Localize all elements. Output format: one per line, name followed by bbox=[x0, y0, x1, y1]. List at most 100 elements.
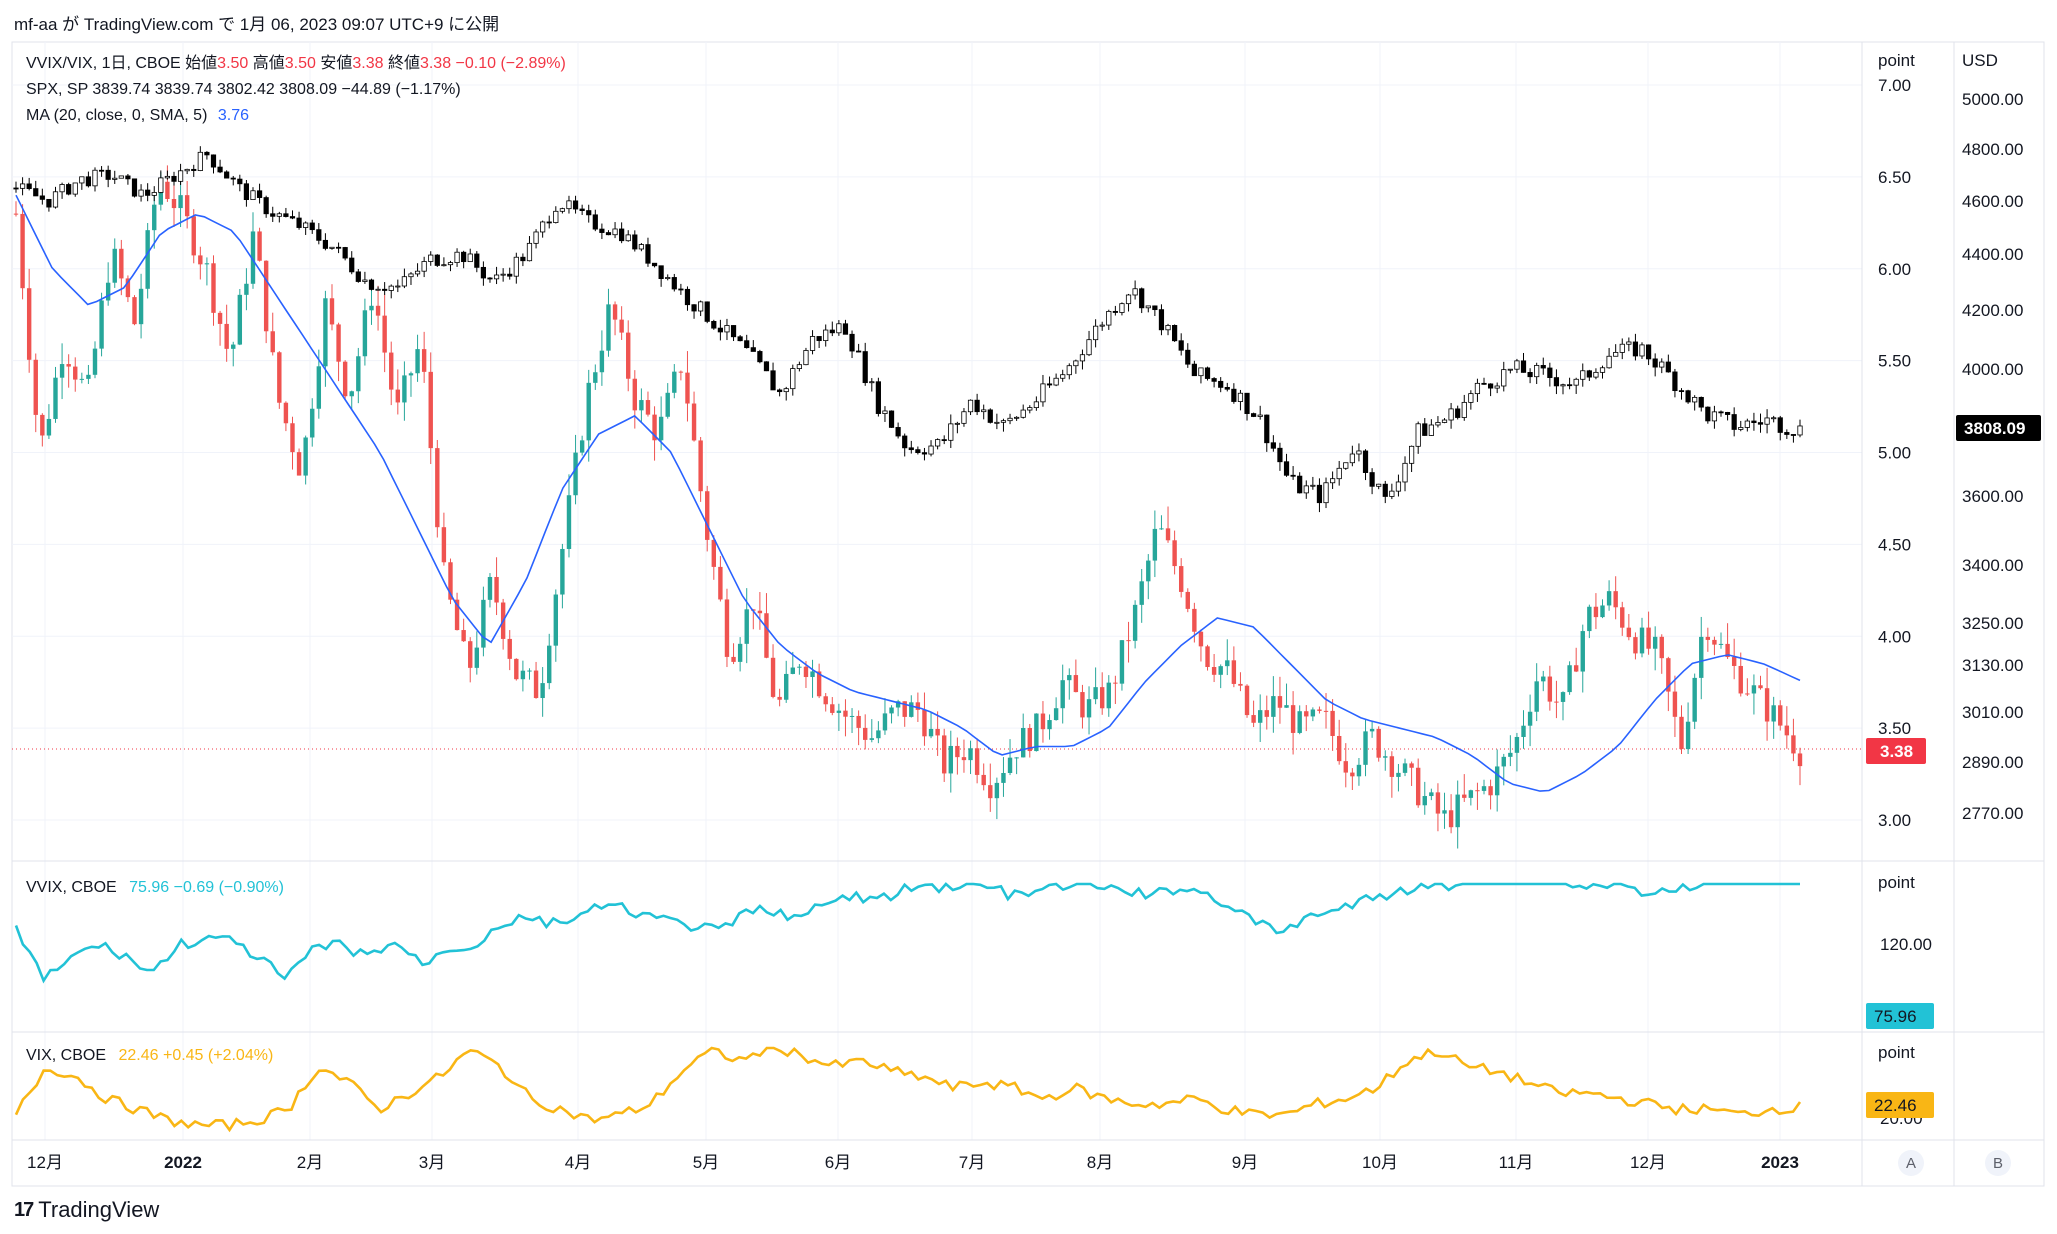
ratio-candle-body bbox=[165, 181, 170, 200]
ratio-candle-body bbox=[46, 418, 52, 436]
month-label: 10月 bbox=[1362, 1153, 1398, 1172]
spx-candle-body bbox=[1336, 467, 1342, 480]
spx-candle-body bbox=[507, 273, 513, 277]
spx-candle-body bbox=[856, 350, 862, 353]
spx-candle-body bbox=[1738, 427, 1744, 430]
spx-candle-body bbox=[1613, 352, 1619, 357]
ratio-candle-body bbox=[764, 613, 769, 658]
spx-candle-body bbox=[1705, 406, 1711, 422]
spx-candle-body bbox=[1435, 422, 1441, 426]
ratio-candle-body bbox=[632, 378, 638, 411]
spx-candle-body bbox=[724, 325, 730, 333]
ratio-candle-body bbox=[1442, 810, 1447, 814]
axis-header-usd: USD bbox=[1962, 51, 1998, 70]
legend-ratio: VVIX/VIX, 1日, CBOE 始値3.50 高値3.50 安値3.38 … bbox=[26, 54, 566, 72]
ratio-candle-body bbox=[329, 298, 335, 325]
spx-candle-body bbox=[645, 244, 651, 264]
spx-candle-body bbox=[1711, 411, 1718, 422]
vvix-line bbox=[14, 882, 1800, 984]
ratio-candle-body bbox=[1652, 636, 1658, 649]
ratio-candle-body bbox=[1508, 752, 1513, 757]
month-label: 12月 bbox=[1630, 1153, 1666, 1172]
spx-candle-body bbox=[1645, 344, 1652, 360]
spx-price-badge bbox=[1956, 415, 2041, 441]
spx-candle-body bbox=[1310, 484, 1316, 487]
ratio-candle-body bbox=[922, 709, 927, 737]
ratio-candle-body bbox=[1369, 728, 1375, 732]
ratio-candle-body bbox=[909, 702, 914, 717]
ratio-candle-body bbox=[1383, 756, 1388, 758]
ratio-candle-body bbox=[1488, 786, 1493, 796]
ratio-candle-body bbox=[1501, 756, 1506, 767]
spx-candle-body bbox=[1652, 358, 1658, 368]
ratio-candle-body bbox=[1567, 665, 1572, 693]
scale-button-a[interactable]: A bbox=[1898, 1150, 1924, 1176]
ratio-candle-body bbox=[1672, 691, 1678, 717]
spx-candle-body bbox=[52, 191, 59, 208]
spx-candle-body bbox=[1566, 384, 1573, 387]
ratio-candle-body bbox=[1791, 735, 1796, 754]
ratio-candle-body bbox=[1238, 683, 1243, 686]
ratio-candle-body bbox=[612, 304, 618, 320]
ratio-candle-body bbox=[1172, 540, 1177, 567]
ratio-candle-body bbox=[705, 491, 710, 540]
spx-candle-body bbox=[928, 445, 934, 455]
ratio-candle-body bbox=[1099, 687, 1105, 709]
spx-candle-body bbox=[1771, 417, 1777, 420]
spx-candle-body bbox=[335, 246, 342, 249]
ratio-candle-body bbox=[652, 414, 657, 441]
ratio-candle-body bbox=[1587, 606, 1592, 632]
ratio-candle-body bbox=[981, 774, 986, 786]
spx-candle-body bbox=[131, 178, 138, 197]
spx-candle-body bbox=[1395, 481, 1402, 492]
ratio-candle-body bbox=[349, 391, 354, 397]
spx-candle-body bbox=[770, 370, 776, 391]
spx-candle-body bbox=[1000, 420, 1007, 423]
vix-line bbox=[14, 1046, 1802, 1133]
spx-candle-body bbox=[263, 197, 269, 215]
ratio-candle-body bbox=[968, 748, 973, 761]
spx-axis-tick: 2770.00 bbox=[1962, 804, 2023, 823]
ratio-candle-body bbox=[737, 643, 743, 662]
spx-candle-body bbox=[803, 350, 809, 366]
spx-candle-body bbox=[256, 190, 263, 198]
ratio-candle-body bbox=[389, 352, 394, 390]
spx-candle-body bbox=[935, 439, 941, 447]
ratio-candle-body bbox=[1310, 709, 1316, 717]
ratio-candle-body bbox=[375, 305, 381, 316]
ratio-candle-body bbox=[1429, 792, 1434, 797]
ratio-candle-body bbox=[626, 332, 631, 379]
ratio-candle-body bbox=[1165, 528, 1171, 541]
ratio-candle-body bbox=[217, 312, 223, 324]
spx-candle-body bbox=[592, 214, 598, 230]
scale-button-b[interactable]: B bbox=[1985, 1150, 2011, 1176]
ratio-candle-body bbox=[1376, 728, 1381, 758]
tradingview-logo[interactable]: 17 TradingView bbox=[14, 1197, 159, 1223]
spx-candle-body bbox=[1474, 382, 1481, 395]
ratio-candle-body bbox=[770, 657, 776, 697]
ratio-candle-body bbox=[843, 710, 848, 717]
ratio-candle-body bbox=[132, 297, 137, 325]
ratio-candle-body bbox=[810, 671, 815, 678]
ratio-candle-body bbox=[1132, 604, 1138, 641]
spx-candle-body bbox=[684, 288, 691, 306]
ratio-candle-body bbox=[1363, 731, 1368, 765]
ratio-candle-body bbox=[1178, 566, 1184, 592]
spx-candle-body bbox=[612, 228, 618, 236]
ratio-candle-body bbox=[231, 344, 236, 349]
spx-candle-body bbox=[1441, 419, 1448, 423]
ratio-candle-body bbox=[1146, 560, 1151, 582]
ratio-axis-tick: 3.50 bbox=[1878, 719, 1911, 738]
spx-candle-body bbox=[994, 421, 1000, 424]
ratio-candle-body bbox=[1560, 692, 1566, 702]
spx-candle-body bbox=[1790, 434, 1797, 436]
spx-candle-body bbox=[1218, 380, 1224, 388]
spx-candle-body bbox=[1777, 417, 1783, 433]
tradingview-mark-icon: 17 bbox=[14, 1198, 34, 1221]
vix-price-badge bbox=[1866, 1092, 1934, 1118]
spx-candle-body bbox=[1027, 407, 1033, 411]
spx-candle-body bbox=[250, 190, 256, 201]
spx-candle-body bbox=[46, 198, 52, 208]
ratio-candle-body bbox=[645, 400, 651, 415]
